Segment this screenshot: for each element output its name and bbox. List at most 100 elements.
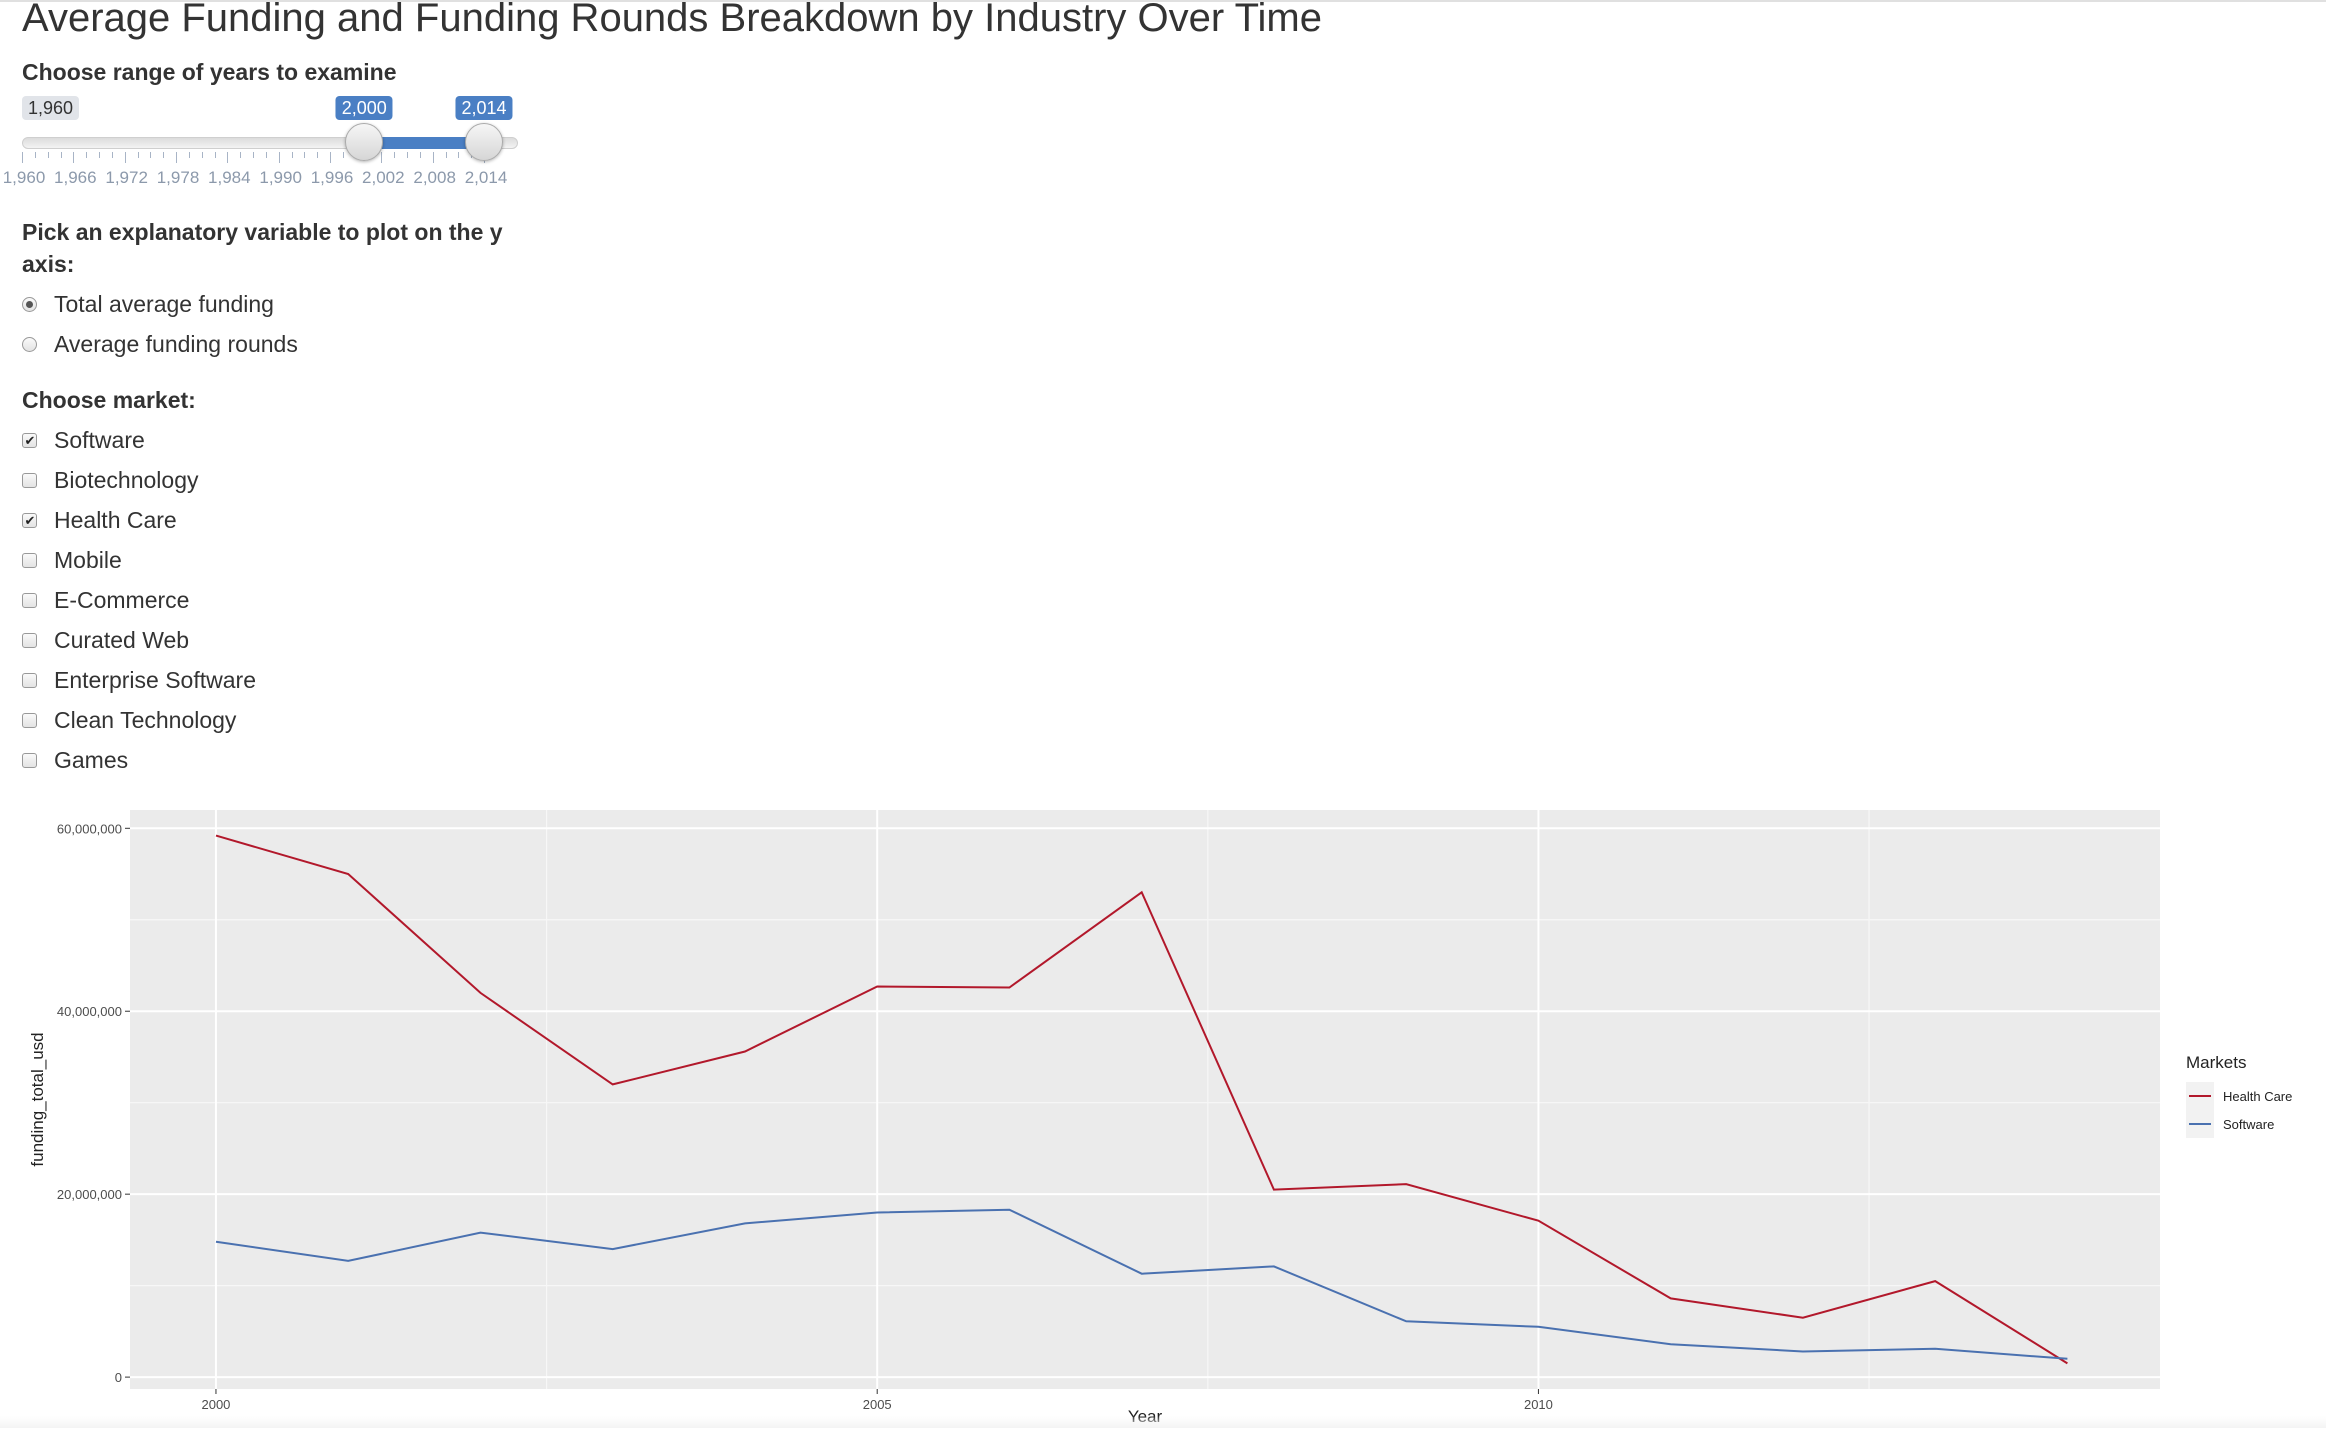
slider-grid: 1,960 1,966 1,972 1,978 1,984 1,990 1,996 2,002… (22, 152, 518, 192)
checkbox-clean-technology[interactable]: Clean Technology (22, 705, 236, 735)
checkbox-games[interactable]: Games (22, 745, 128, 775)
slider-major-tick (330, 152, 331, 163)
checkbox-enterprise-software[interactable]: Enterprise Software (22, 665, 256, 695)
checkbox-mobile[interactable]: Mobile (22, 545, 122, 575)
radio-button[interactable] (22, 337, 37, 352)
slider-minor-tick (407, 152, 408, 158)
slider-major-tick (22, 152, 23, 163)
checkbox-label: Mobile (54, 547, 122, 574)
slider-tick-label: 1,990 (259, 168, 302, 188)
checkbox-label: Enterprise Software (54, 667, 256, 694)
slider-tick-label: 1,972 (105, 168, 148, 188)
checkbox[interactable] (22, 593, 37, 608)
slider-minor-tick (458, 152, 459, 158)
page-title: Average Funding and Funding Rounds Break… (22, 0, 1322, 42)
y-tick-label: 20,000,000 (57, 1187, 122, 1202)
radio-label: Total average funding (54, 291, 274, 318)
slider-minor-tick (202, 152, 203, 158)
slider-minor-tick (304, 152, 305, 158)
slider-minor-tick (150, 152, 151, 158)
slider-min-value: 1,960 (22, 96, 79, 120)
slider-minor-tick (138, 152, 139, 158)
radio-button[interactable] (22, 297, 37, 312)
slider-tick-label: 2,002 (362, 168, 405, 188)
y-axis-title: funding_total_usd (28, 1032, 47, 1166)
slider-tick-label: 1,966 (54, 168, 97, 188)
slider-major-tick (381, 152, 382, 163)
y-tick-label: 0 (115, 1370, 122, 1385)
x-tick-label: 2000 (201, 1397, 230, 1412)
y-tick-label: 40,000,000 (57, 1004, 122, 1019)
chart-svg: 0 20,000,000 40,000,000 60,000,000 2000 2005 2… (0, 800, 2326, 1428)
checkbox-curated-web[interactable]: Curated Web (22, 625, 189, 655)
slider-major-tick (73, 152, 74, 163)
slider-minor-tick (292, 152, 293, 158)
radio-label: Average funding rounds (54, 331, 298, 358)
checkbox[interactable] (22, 553, 37, 568)
market-label: Choose market: (22, 384, 196, 416)
slider-minor-tick (446, 152, 447, 158)
year-range-slider[interactable]: 1,960 2,000 2,014 1,960 1,966 1,972 1,978 1,… (22, 96, 518, 192)
checkbox-label: E-Commerce (54, 587, 189, 614)
checkbox-e-commerce[interactable]: E-Commerce (22, 585, 189, 615)
radio-total-average-funding[interactable]: Total average funding (22, 289, 274, 319)
slider-from-value: 2,000 (336, 96, 393, 120)
slider-minor-tick (420, 152, 421, 158)
x-tick-label: 2005 (863, 1397, 892, 1412)
slider-major-tick (125, 152, 126, 163)
checkbox-label: Clean Technology (54, 707, 236, 734)
slider-minor-tick (317, 152, 318, 158)
x-tick-label: 2010 (1524, 1397, 1553, 1412)
checkbox-label: Curated Web (54, 627, 189, 654)
legend-label: Health Care (2223, 1089, 2292, 1104)
slider-major-tick (227, 152, 228, 163)
slider-minor-tick (394, 152, 395, 158)
checkbox-label: Health Care (54, 507, 177, 534)
slider-minor-tick (99, 152, 100, 158)
slider-to-handle[interactable] (465, 123, 503, 161)
slider-minor-tick (240, 152, 241, 158)
slider-to-value: 2,014 (455, 96, 512, 120)
checkbox[interactable] (22, 713, 37, 728)
slider-from-handle[interactable] (345, 123, 383, 161)
slider-tick-label: 1,984 (208, 168, 251, 188)
slider-tick-label: 1,996 (311, 168, 354, 188)
checkbox-label: Biotechnology (54, 467, 199, 494)
y-tick-label: 60,000,000 (57, 821, 122, 836)
slider-minor-tick (343, 152, 344, 158)
slider-minor-tick (35, 152, 36, 158)
checkbox-label: Software (54, 427, 145, 454)
checkbox-health-care[interactable]: Health Care (22, 505, 177, 535)
legend-label: Software (2223, 1117, 2274, 1132)
checkbox[interactable] (22, 473, 37, 488)
year-range-label: Choose range of years to examine (22, 56, 397, 88)
bottom-edge (0, 1416, 2326, 1428)
slider-major-tick (433, 152, 434, 163)
funding-line-chart: 0 20,000,000 40,000,000 60,000,000 2000 2005 2… (0, 800, 2326, 1428)
checkbox[interactable] (22, 633, 37, 648)
slider-tick-label: 1,960 (3, 168, 46, 188)
slider-minor-tick (253, 152, 254, 158)
legend-title: Markets (2186, 1053, 2246, 1072)
checkbox[interactable] (22, 433, 37, 448)
slider-minor-tick (215, 152, 216, 158)
yvar-label: Pick an explanatory variable to plot on … (22, 216, 522, 280)
slider-minor-tick (163, 152, 164, 158)
slider-minor-tick (48, 152, 49, 158)
checkbox[interactable] (22, 753, 37, 768)
checkbox[interactable] (22, 513, 37, 528)
slider-major-tick (279, 152, 280, 163)
slider-minor-tick (112, 152, 113, 158)
radio-average-funding-rounds[interactable]: Average funding rounds (22, 329, 298, 359)
slider-tick-label: 2,014 (465, 168, 508, 188)
slider-major-tick (176, 152, 177, 163)
slider-tick-label: 2,008 (413, 168, 456, 188)
slider-minor-tick (266, 152, 267, 158)
checkbox[interactable] (22, 673, 37, 688)
slider-minor-tick (61, 152, 62, 158)
slider-tick-label: 1,978 (157, 168, 200, 188)
checkbox-biotechnology[interactable]: Biotechnology (22, 465, 199, 495)
checkbox-software[interactable]: Software (22, 425, 145, 455)
checkbox-label: Games (54, 747, 128, 774)
slider-minor-tick (189, 152, 190, 158)
